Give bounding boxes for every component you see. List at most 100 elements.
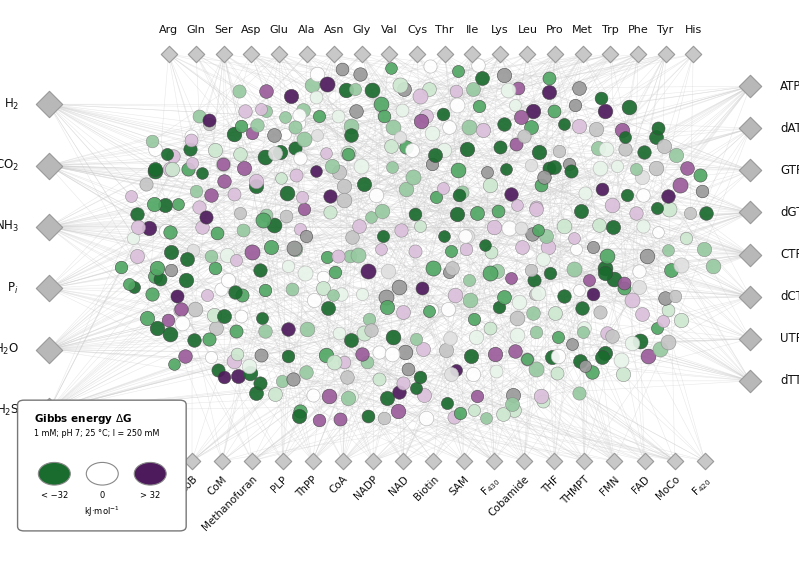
Text: Cobamide: Cobamide	[487, 474, 531, 518]
Point	[249, 389, 262, 398]
Point	[494, 50, 507, 59]
Text: Gln: Gln	[187, 25, 205, 35]
Point	[246, 247, 259, 256]
Point	[250, 177, 263, 186]
Text: H$_2$S: H$_2$S	[0, 404, 19, 418]
Point	[260, 106, 272, 115]
Point	[467, 369, 479, 378]
Point	[288, 243, 300, 252]
Point	[471, 61, 484, 70]
Point	[42, 284, 55, 293]
Point	[662, 246, 674, 255]
Point	[406, 146, 419, 155]
Point	[471, 209, 483, 218]
Point	[626, 338, 638, 347]
Point	[610, 161, 623, 170]
Point	[341, 393, 354, 402]
Point	[630, 165, 642, 174]
Point	[132, 223, 145, 232]
Point	[393, 388, 406, 397]
Point	[337, 182, 350, 191]
Point	[441, 398, 454, 408]
Point	[529, 289, 542, 298]
Point	[354, 162, 367, 171]
Point	[320, 350, 332, 359]
Point	[344, 391, 357, 400]
Point	[216, 456, 229, 465]
Point	[203, 119, 216, 128]
Point	[524, 161, 537, 170]
Point	[657, 316, 670, 325]
Point	[365, 325, 378, 335]
Point	[558, 119, 570, 128]
Point	[114, 262, 127, 271]
Point	[372, 348, 385, 357]
Point	[744, 124, 757, 133]
Text: Gibbs energy $\Delta$G: Gibbs energy $\Delta$G	[34, 412, 132, 426]
Point	[423, 307, 435, 316]
Point	[422, 84, 435, 93]
Point	[332, 251, 344, 260]
Text: CoB: CoB	[177, 474, 199, 496]
Point	[618, 132, 631, 142]
Text: P$_i$: P$_i$	[7, 281, 19, 296]
Point	[341, 372, 354, 381]
Point	[419, 414, 432, 423]
Text: THF: THF	[540, 474, 561, 495]
Point	[254, 265, 267, 275]
Point	[490, 366, 503, 375]
Point	[295, 192, 308, 201]
Point	[142, 224, 155, 233]
Text: THMPT: THMPT	[559, 474, 591, 506]
Point	[321, 303, 334, 312]
Text: Val: Val	[381, 25, 398, 35]
Point	[189, 50, 202, 59]
Point	[340, 85, 353, 95]
Point	[217, 176, 230, 185]
Point	[324, 191, 336, 200]
Point	[237, 164, 250, 173]
Point	[744, 250, 757, 259]
Point	[256, 313, 268, 322]
Point	[276, 376, 288, 385]
Point	[699, 208, 712, 217]
Point	[299, 269, 312, 278]
Point	[652, 123, 665, 132]
Point	[411, 50, 423, 59]
Point	[593, 221, 606, 230]
Point	[233, 208, 246, 217]
Point	[633, 336, 646, 345]
Point	[427, 456, 439, 465]
Point	[467, 405, 480, 414]
Point	[626, 295, 638, 305]
Point	[453, 409, 466, 418]
Point	[145, 137, 158, 146]
Point	[238, 106, 251, 115]
Point	[158, 201, 171, 210]
Point	[638, 456, 651, 465]
Point	[744, 376, 757, 385]
Point	[665, 265, 678, 275]
Point	[488, 349, 501, 358]
Text: NH$_3$: NH$_3$	[0, 219, 19, 234]
Point	[543, 268, 556, 277]
Point	[181, 254, 193, 263]
Point	[659, 50, 672, 59]
Point	[488, 222, 501, 231]
Point	[654, 344, 666, 353]
Point	[382, 267, 395, 276]
Point	[466, 50, 479, 59]
Point	[338, 358, 351, 367]
Point	[543, 73, 555, 82]
Point	[438, 50, 451, 59]
Point	[650, 164, 663, 173]
Point	[293, 153, 306, 162]
Point	[361, 267, 374, 276]
Point	[578, 323, 590, 332]
Point	[521, 355, 534, 364]
Point	[428, 151, 441, 160]
Point	[141, 314, 153, 323]
Point	[256, 216, 269, 225]
Text: CTP: CTP	[780, 248, 799, 261]
Point	[491, 266, 503, 275]
